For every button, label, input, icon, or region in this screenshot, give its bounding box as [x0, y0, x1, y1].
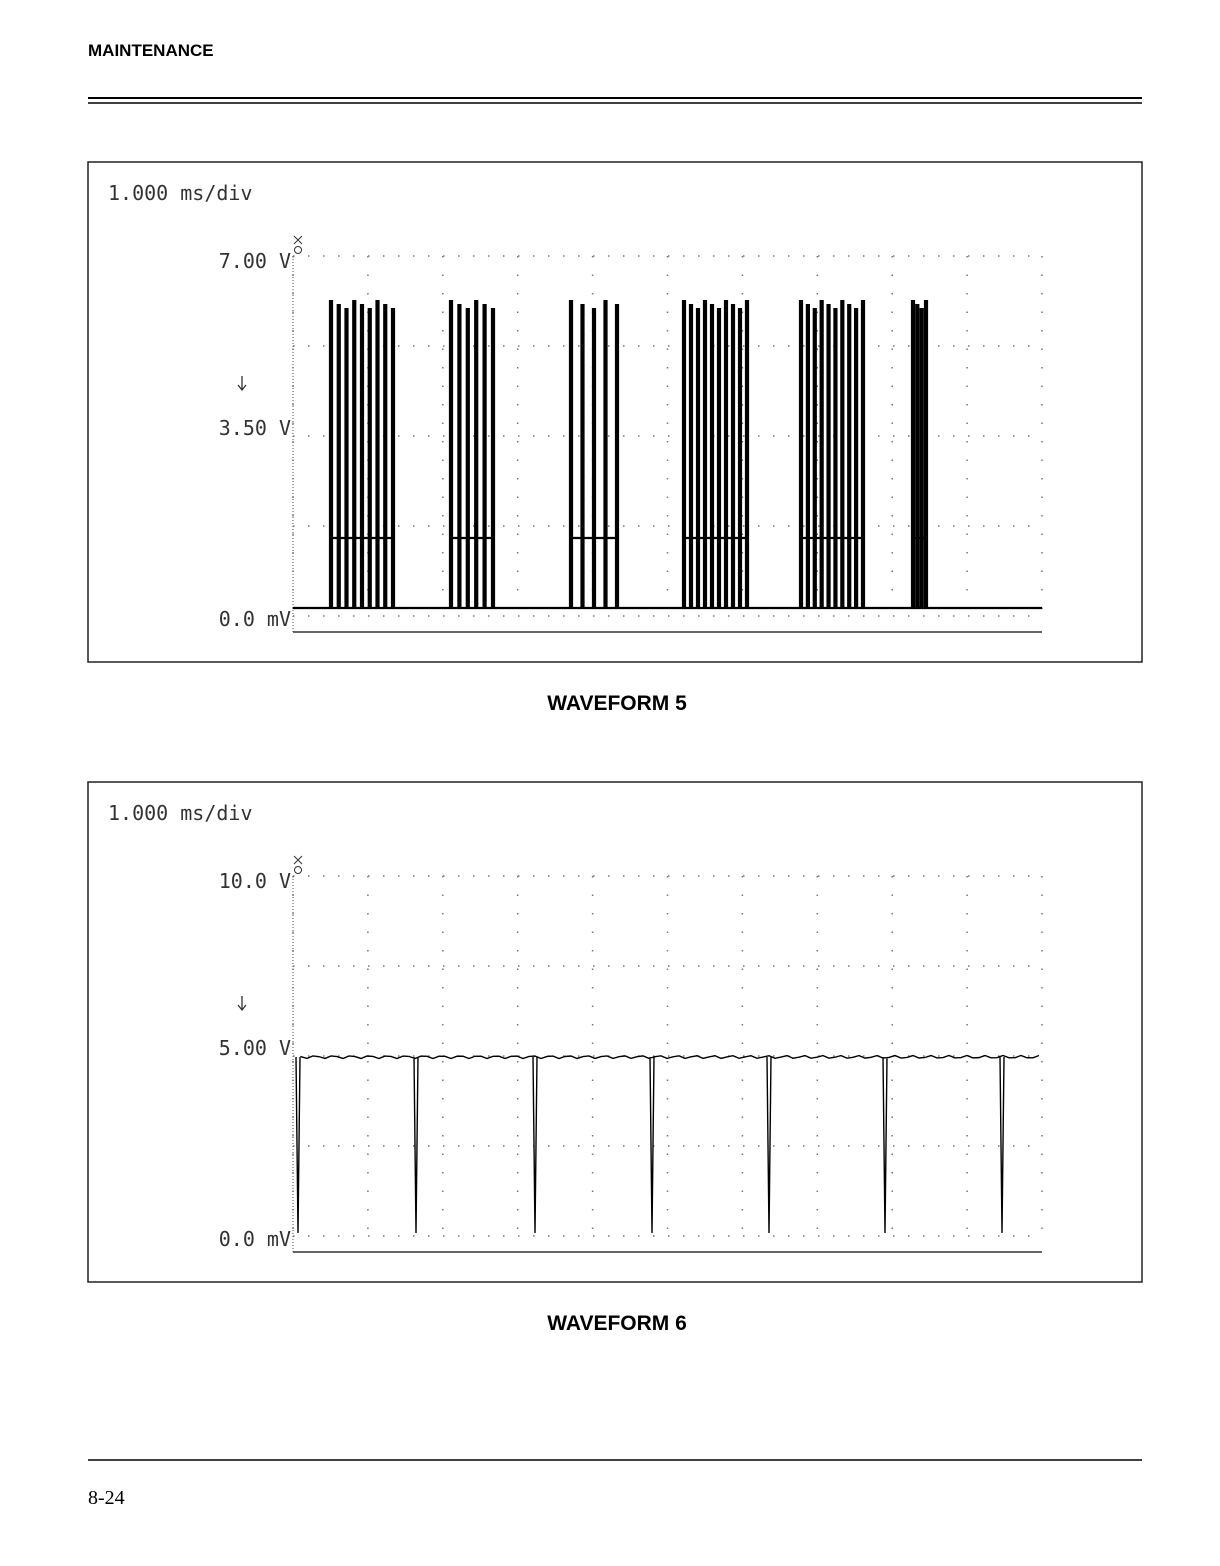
- level-label: 5.00 V: [219, 1036, 291, 1060]
- level-label: 10.0 V: [219, 869, 291, 893]
- channel-marker: [294, 246, 302, 254]
- trigger-arrow: [237, 996, 247, 1012]
- signal-trace: [293, 300, 1042, 610]
- level-label: 0.0 mV: [219, 607, 291, 631]
- level-label: 7.00 V: [219, 249, 291, 273]
- channel-marker: [293, 235, 303, 245]
- scope-frame: [87, 161, 1143, 663]
- figure-caption: WAVEFORM 5: [547, 692, 687, 715]
- timebase-label: 1.000 ms/div: [108, 181, 253, 205]
- waveform-figure: 1.000 ms/div 7.00 V 3.50 V 0.0 mV WAVEFORM 5: [87, 161, 1143, 715]
- timebase-label: 1.000 ms/div: [108, 801, 253, 825]
- trigger-arrow: [237, 376, 247, 392]
- section-header: MAINTENANCE: [88, 41, 214, 60]
- channel-marker: [293, 855, 303, 865]
- signal-trace: [295, 1054, 1040, 1234]
- page-number: 8-24: [88, 1487, 125, 1509]
- figure-caption: WAVEFORM 6: [547, 1312, 687, 1335]
- level-label: 3.50 V: [219, 416, 291, 440]
- channel-marker: [294, 866, 302, 874]
- waveform-figure: 1.000 ms/div 10.0 V 5.00 V 0.0 mV WAVEFORM 6: [87, 781, 1143, 1335]
- level-label: 0.0 mV: [219, 1227, 291, 1251]
- scope-frame: [87, 781, 1143, 1283]
